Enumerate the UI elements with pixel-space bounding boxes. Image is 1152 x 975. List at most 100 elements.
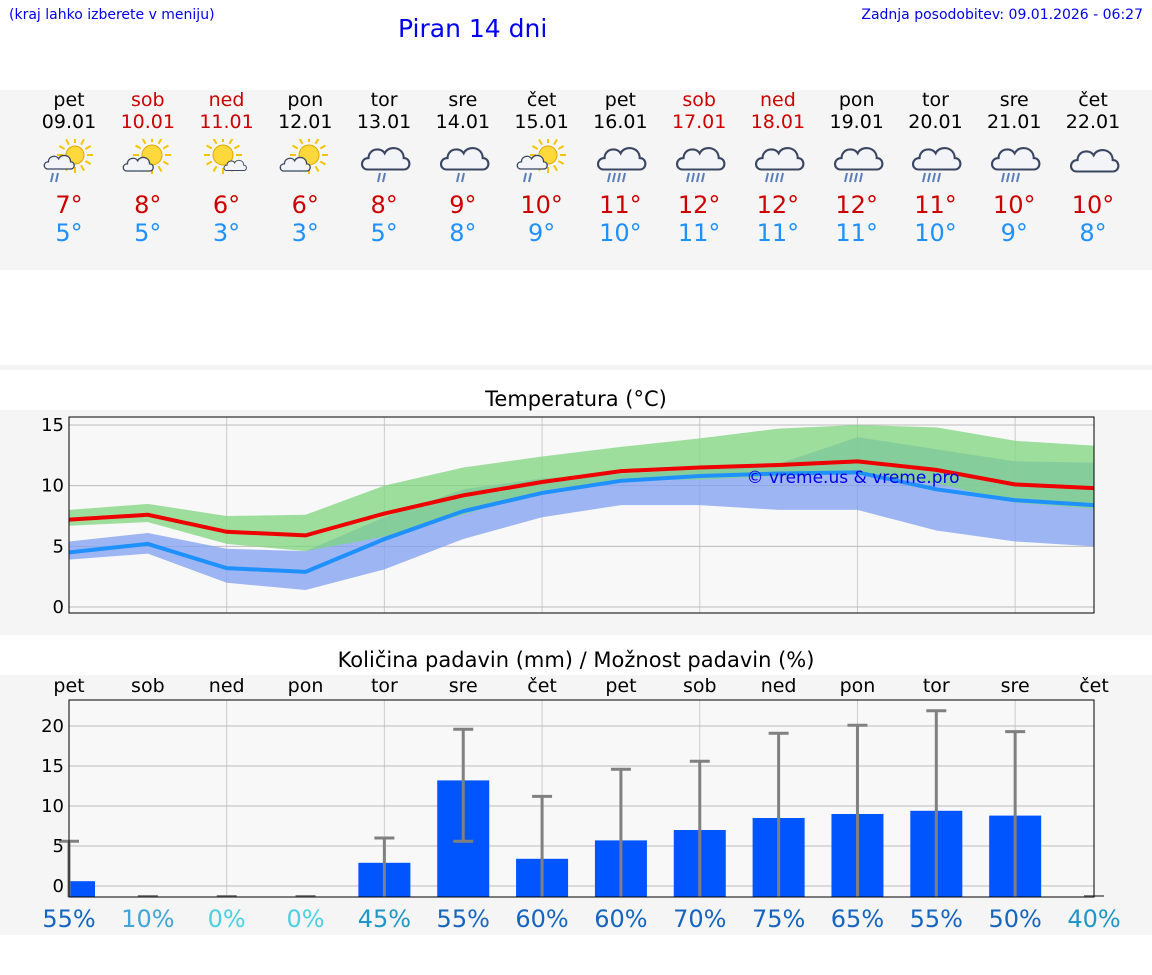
min-temperature: 3°	[212, 219, 241, 247]
precipitation-probability: 55%	[910, 905, 963, 933]
x-category-label: ned	[761, 675, 797, 697]
precipitation-probability: 60%	[515, 905, 568, 933]
day-forecast: čet 22.01 10° 8°	[1053, 89, 1133, 247]
day-date: 10.01	[120, 111, 175, 133]
temperature-chart: 0 5 10 15 © vreme.us & vreme.pro	[41, 415, 1095, 618]
precipitation-probability: 55%	[437, 905, 490, 933]
day-name: sre	[448, 89, 478, 111]
y-tick-label: 15	[41, 756, 64, 777]
max-temperature: 10°	[520, 191, 563, 219]
max-temperature: 10°	[1071, 191, 1115, 219]
y-tick-label: 10	[41, 796, 64, 817]
day-date: 15.01	[514, 111, 569, 133]
x-category-label: čet	[1079, 675, 1109, 697]
min-temperature: 11°	[835, 219, 878, 247]
day-name: sob	[130, 89, 165, 111]
day-name: pon	[287, 89, 324, 111]
min-temperature-range	[69, 437, 1094, 591]
day-name: ned	[760, 89, 796, 111]
precipitation-probability: 10%	[121, 905, 174, 933]
day-forecast: sre 21.01 10° 9°	[974, 89, 1054, 247]
region-menu-hint: (kraj lahko izberete v meniju)	[9, 7, 215, 23]
sun-cloud-rain-icon	[516, 139, 566, 183]
y-tick-label: 10	[41, 476, 64, 497]
day-forecast: pet 16.01 11° 10°	[580, 89, 660, 247]
day-name: sob	[682, 89, 716, 111]
x-category-label: tor	[923, 675, 950, 697]
x-category-label: pet	[53, 675, 84, 697]
max-temperature: 6°	[291, 191, 319, 219]
cloud-light-rain-icon	[439, 147, 490, 183]
x-category-label: pet	[605, 675, 636, 697]
day-forecast: tor 13.01 8° 5°	[344, 89, 424, 247]
x-category-label: sre	[449, 675, 478, 697]
day-date: 17.01	[671, 111, 727, 133]
day-forecast: tor 20.01 11° 10°	[895, 89, 975, 247]
precipitation-probability: 0%	[286, 905, 324, 933]
day-name: pet	[604, 89, 636, 111]
max-temperature: 11°	[914, 191, 957, 219]
day-forecast: sob 10.01 8° 5°	[108, 89, 188, 247]
x-category-label: sob	[683, 675, 717, 697]
y-tick-label: 0	[53, 876, 64, 897]
cloud-rain-icon	[991, 147, 1041, 183]
day-date: 18.01	[750, 111, 806, 133]
precipitation-probability: 75%	[752, 905, 805, 933]
day-name: čet	[526, 89, 557, 111]
min-temperature: 10°	[914, 219, 957, 247]
min-temperature: 11°	[677, 219, 721, 247]
watermark: © vreme.us & vreme.pro	[746, 468, 959, 488]
max-temperature: 8°	[134, 191, 162, 219]
precipitation-probability: 45%	[358, 905, 411, 933]
x-category-label: pon	[840, 675, 876, 697]
max-temperature: 8°	[370, 191, 398, 219]
day-forecast: pet 09.01 7° 5°	[29, 89, 109, 247]
max-temperature-line	[68, 459, 1095, 538]
max-temperature: 11°	[599, 191, 642, 219]
day-name: pon	[838, 89, 875, 111]
max-temperature: 12°	[756, 191, 800, 219]
y-tick-label: 5	[53, 836, 64, 857]
day-date: 19.01	[829, 111, 884, 133]
day-name: tor	[922, 89, 949, 111]
precipitation-probability: 70%	[673, 905, 726, 933]
min-temperature-line	[68, 470, 1095, 574]
precipitation-probability: 60%	[594, 905, 647, 933]
y-tick-label: 20	[41, 716, 64, 737]
x-category-label: sob	[131, 675, 165, 697]
x-category-label: tor	[371, 675, 398, 697]
day-date: 21.01	[987, 111, 1042, 133]
cloud-icon	[1069, 149, 1120, 173]
max-temperature: 9°	[449, 191, 477, 219]
day-forecast: ned 11.01 6° 3°	[187, 89, 267, 247]
plot-border	[68, 699, 1095, 898]
day-name: čet	[1078, 89, 1108, 111]
page-title: Piran 14 dni	[398, 14, 548, 43]
min-temperature: 8°	[449, 219, 477, 247]
x-category-label: sre	[1001, 675, 1030, 697]
plot-border	[68, 416, 1095, 614]
last-updated: Zadnja posodobitev: 09.01.2026 - 06:27	[861, 7, 1143, 23]
day-date: 12.01	[278, 111, 333, 133]
sun-small-cloud-icon	[203, 139, 247, 174]
precipitation-probability: 0%	[208, 905, 246, 933]
min-temperature: 11°	[756, 219, 800, 247]
precipitation-chart: pet sob ned pon tor sre čet pet sob ned pon tor sre č…	[41, 675, 1121, 933]
min-temperature: 9°	[1000, 219, 1028, 247]
cloud-rain-icon	[676, 147, 726, 183]
sun-cloud-rain-icon	[43, 139, 93, 183]
cloud-rain-icon	[833, 147, 884, 183]
precipitation-bar	[69, 881, 95, 897]
day-forecast: ned 18.01 12° 11°	[738, 89, 818, 247]
precipitation-probability: 65%	[831, 905, 884, 933]
day-date: 11.01	[199, 111, 254, 133]
day-name: tor	[370, 89, 398, 111]
day-date: 22.01	[1065, 111, 1121, 133]
max-temperature: 7°	[55, 191, 83, 219]
day-name: sre	[999, 89, 1029, 111]
precipitation-probability: 50%	[988, 905, 1041, 933]
cloud-rain-icon	[754, 147, 805, 183]
max-temperature: 12°	[677, 191, 721, 219]
x-category-label: čet	[527, 675, 557, 697]
max-temperature: 12°	[835, 191, 878, 219]
